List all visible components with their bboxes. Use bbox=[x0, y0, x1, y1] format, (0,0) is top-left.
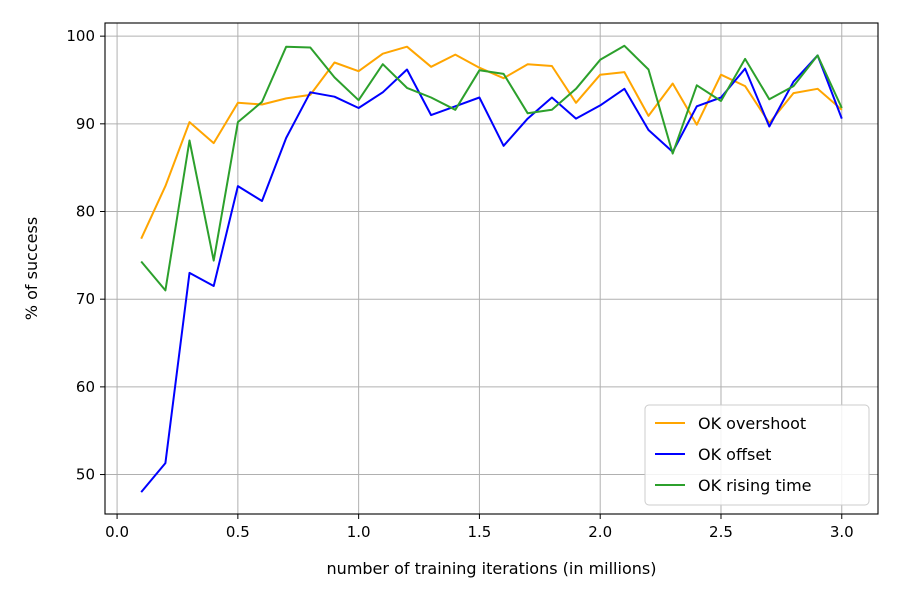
y-tick-label: 80 bbox=[76, 203, 95, 221]
y-axis-ticks: 50 60 70 80 90 100 bbox=[66, 27, 105, 484]
x-tick-label: 0.0 bbox=[105, 523, 129, 541]
x-tick-label: 2.0 bbox=[588, 523, 612, 541]
y-tick-label: 70 bbox=[76, 290, 95, 308]
legend-label-ok-rising-time: OK rising time bbox=[698, 476, 812, 495]
y-axis-label: % of success bbox=[22, 217, 41, 320]
series-line-ok-rising-time bbox=[140, 44, 843, 292]
legend-box bbox=[644, 404, 870, 506]
legend-label-ok-offset: OK offset bbox=[698, 445, 771, 464]
series-lines bbox=[140, 44, 843, 493]
y-tick-label: 60 bbox=[76, 378, 95, 396]
legend: OK overshoot OK offset OK rising time bbox=[644, 404, 870, 506]
x-tick-label: 0.5 bbox=[226, 523, 250, 541]
plot-area-frame bbox=[104, 22, 879, 515]
y-tick-label: 100 bbox=[66, 27, 95, 45]
x-tick-label: 1.0 bbox=[347, 523, 371, 541]
legend-label-ok-overshoot: OK overshoot bbox=[698, 414, 806, 433]
grid-lines bbox=[105, 23, 878, 514]
y-tick-label: 50 bbox=[76, 466, 95, 484]
x-tick-label: 3.0 bbox=[830, 523, 854, 541]
x-axis-label: number of training iterations (in millio… bbox=[327, 559, 657, 578]
x-axis-ticks: 0.0 0.5 1.0 1.5 2.0 2.5 3.0 bbox=[105, 514, 854, 541]
x-tick-label: 1.5 bbox=[467, 523, 491, 541]
y-tick-label: 90 bbox=[76, 115, 95, 133]
x-tick-label: 2.5 bbox=[709, 523, 733, 541]
